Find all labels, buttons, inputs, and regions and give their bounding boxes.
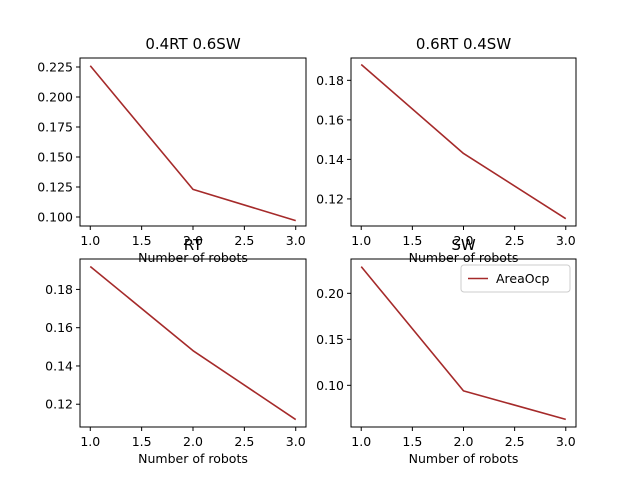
x-tick-label: 1.0 <box>80 434 100 449</box>
x-axis-label: Number of robots <box>409 250 519 265</box>
x-tick-label: 1.0 <box>80 233 100 248</box>
y-tick-label: 0.175 <box>37 120 73 135</box>
x-tick-label: 3.0 <box>286 233 306 248</box>
legend: AreaOcp <box>460 264 571 293</box>
x-tick-label: 1.5 <box>402 233 422 248</box>
y-tick-label: 0.20 <box>316 286 344 301</box>
x-tick-label: 1.5 <box>402 434 422 449</box>
series-line-1 <box>89 65 296 222</box>
subplot-1: 1.0 1.5 2.0 2.5 3.0 0.100 0.125 0.150 0.175 0.200… <box>37 57 307 265</box>
x-tick-label: 2.0 <box>454 434 474 449</box>
subplot-4: 1.0 1.5 2.0 2.5 3.0 0.10 0.15 0.20 Number of rob… <box>316 258 577 466</box>
y-tick-label: 0.15 <box>316 332 344 347</box>
subplot-3: 1.0 1.5 2.0 2.5 3.0 0.12 0.14 0.16 0.18 Number of… <box>45 258 307 466</box>
x-tick-label: 2.5 <box>505 233 525 248</box>
series-line-1 <box>89 265 297 421</box>
x-tick-label: 1.5 <box>132 233 152 248</box>
subplot-title: RT <box>184 236 203 254</box>
x-tick-label: 2.0 <box>183 434 203 449</box>
y-tick-label: 0.14 <box>316 152 344 167</box>
x-tick-label: 1.0 <box>351 233 371 248</box>
subplot-title: 0.4RT 0.6SW <box>145 35 240 53</box>
x-axis-label: Number of robots <box>138 250 248 265</box>
series-line-1 <box>360 266 566 421</box>
legend-box <box>460 264 571 293</box>
legend-label: AreaOcp <box>496 271 549 286</box>
subplot-title: SW <box>451 236 476 254</box>
y-tick-label: 0.150 <box>37 150 73 165</box>
y-tick-label: 0.18 <box>45 282 73 297</box>
x-tick-label: 2.5 <box>505 434 525 449</box>
y-tick-label: 0.100 <box>37 210 73 225</box>
y-tick-label: 0.16 <box>316 112 344 127</box>
y-tick-label: 0.12 <box>316 191 344 206</box>
series-line-1 <box>360 63 567 220</box>
x-tick-label: 3.0 <box>286 434 306 449</box>
x-axis-label: Number of robots <box>409 451 519 466</box>
x-tick-label: 2.5 <box>234 233 254 248</box>
x-tick-label: 2.5 <box>234 434 254 449</box>
y-tick-label: 0.14 <box>45 358 73 373</box>
y-tick-label: 0.225 <box>37 60 73 75</box>
x-tick-label: 1.5 <box>132 434 152 449</box>
x-tick-label: 2.0 <box>454 233 474 248</box>
subplot-title: 0.6RT 0.4SW <box>416 35 511 53</box>
y-tick-label: 0.16 <box>45 320 73 335</box>
y-tick-label: 0.10 <box>316 378 344 393</box>
y-tick-label: 0.125 <box>37 180 73 195</box>
y-tick-label: 0.200 <box>37 90 73 105</box>
y-tick-label: 0.18 <box>316 73 344 88</box>
subplot-2: 1.0 1.5 2.0 2.5 3.0 0.12 0.14 0.16 0.18 Number of… <box>316 57 577 265</box>
x-tick-label: 2.0 <box>183 233 203 248</box>
x-tick-label: 3.0 <box>556 434 576 449</box>
y-tick-label: 0.12 <box>45 397 73 412</box>
x-tick-label: 1.0 <box>351 434 371 449</box>
x-tick-label: 3.0 <box>556 233 576 248</box>
x-axis-label: Number of robots <box>138 451 248 466</box>
